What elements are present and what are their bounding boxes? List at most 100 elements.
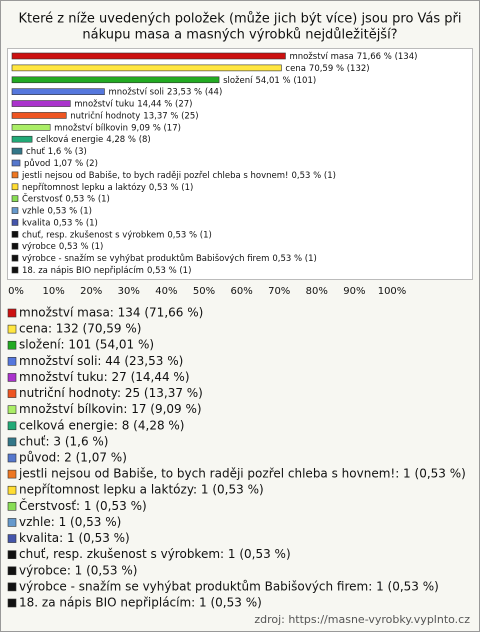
category-label: celková energie [36,135,103,145]
legend-swatch [7,469,17,479]
legend-label: nutriční hodnoty: 25 (13,37 %) [19,386,203,400]
legend-swatch [7,518,17,527]
bar [11,88,105,95]
category-label: množství bílkovin [54,123,128,133]
value-label: 0,53 % (1) [291,170,335,180]
bar [11,266,19,274]
value-label: 13,37 % (25) [143,111,198,121]
value-label: 1,07 % (2) [53,159,97,169]
legend-swatch [7,534,17,543]
bar-label: kvalita 0,53 % (1) [22,218,98,228]
bar-label: 18. za nápis BIO nepřiplácím 0,53 % (1) [22,266,191,276]
legend-label: celková energie: 8 (4,28 %) [19,418,184,432]
bar [11,76,220,84]
legend-swatch [7,485,17,495]
x-tick-label: 50% [193,286,215,297]
x-tick-label: 60% [230,286,252,297]
bar [11,195,19,202]
bar-label: chuť, resp. zkušenost s výrobkem 0,53 % (… [22,229,212,240]
x-tick-label: 40% [155,286,177,297]
category-label: chuť [26,147,45,157]
bar-label: nepřítomnost lepku a laktózy 0,53 % (1) [22,181,193,192]
x-tick-label: 90% [343,286,365,297]
legend-label: vzhle: 1 (0,53 %) [19,515,121,529]
legend-label: chuť: 3 (1,6 %) [19,434,108,448]
legend-swatch [7,405,17,414]
category-label: cena [285,63,306,73]
bar-label: složení 54,01 % (101) [223,75,316,85]
legend-label: výrobce: 1 (0,53 %) [19,563,137,577]
bar [11,254,19,262]
bar [11,183,19,191]
bar [11,64,282,72]
legend-label: Čerstvosť: 1 (0,53 %) [19,498,147,513]
category-label: jestli nejsou od Babiše, to bych raději … [21,169,288,180]
value-label: 0,53 % (1) [53,218,97,228]
legend-swatch [7,389,17,398]
legend-label: kvalita: 1 (0,53 %) [19,531,130,545]
legend-swatch [7,437,17,447]
value-label: 9,09 % (17) [131,123,181,133]
bar [11,231,19,238]
x-tick-label: 100% [378,286,407,297]
legend-label: jestli nejsou od Babiše, to bych raději … [18,467,466,481]
bar-label: množství bílkovin 9,09 % (17) [54,123,181,133]
legend-swatch [7,324,17,334]
value-label: 4,28 % (8) [106,135,150,145]
legend-label: chuť, resp. zkušenost s výrobkem: 1 (0,5… [19,547,291,561]
value-label: 54,01 % (101) [256,75,317,85]
bar-label: Čerstvosť 0,53 % (1) [22,192,110,204]
bar-label: chuť 1,6 % (3) [26,147,87,157]
value-label: 0,53 % (1) [167,230,211,240]
value-label: 70,59 % (132) [309,63,370,73]
bar-label: původ 1,07 % (2) [24,158,98,169]
value-label: 71,66 % (134) [357,52,418,62]
bar [11,207,19,214]
legend-swatch [7,453,17,463]
bar [11,171,19,179]
bar-label: výrobce 0,53 % (1) [22,242,103,252]
legend-label: množství bílkovin: 17 (9,09 %) [19,402,202,416]
category-label: množství soli [108,87,164,97]
legend-label: množství soli: 44 (23,53 %) [19,354,183,368]
value-label: 0,53 % (1) [272,254,316,264]
x-tick-label: 0% [8,286,24,297]
category-label: množství tuku [74,99,134,109]
category-label: chuť, resp. zkušenost s výrobkem [22,229,164,240]
value-label: 0,53 % (1) [149,182,193,192]
category-label: kvalita [22,218,50,228]
value-label: 14,44 % (27) [137,99,192,109]
legend-swatch [7,566,17,576]
legend-label: původ: 2 (1,07 %) [19,451,127,465]
bar-label: nutriční hodnoty 13,37 % (25) [70,110,198,121]
plot-area [7,48,473,280]
category-label: 18. za nápis BIO nepřiplácím [22,266,144,276]
legend-swatch [7,582,17,592]
bar-label: vzhle 0,53 % (1) [22,206,92,216]
bar [11,52,286,60]
legend-swatch [7,598,17,608]
legend-swatch [7,357,17,366]
chart-title: nákupu masa a masných výrobků nejdůležit… [82,28,397,43]
bar [11,112,67,119]
legend-swatch [7,340,17,350]
bar [11,147,23,155]
value-label: 0,53 % (1) [147,266,191,276]
legend-label: výrobce - snažím se vyhýbat produktům Ba… [19,579,439,593]
legend-swatch [7,421,17,431]
value-label: 1,6 % (3) [48,147,87,157]
chart-title: Které z níže uvedených položek (může jic… [18,12,461,27]
bar-label: cena 70,59 % (132) [285,63,369,73]
legend-swatch [7,550,17,559]
bar-label: množství tuku 14,44 % (27) [74,99,192,109]
value-label: 0,53 % (1) [59,242,103,252]
bar-label: množství masa 71,66 % (134) [289,52,417,62]
legend-label: cena: 132 (70,59 %) [19,322,141,336]
category-label: výrobce [22,242,56,252]
value-label: 0,53 % (1) [65,194,109,204]
bar-label: jestli nejsou od Babiše, to bych raději … [21,169,336,180]
value-label: 0,53 % (1) [47,206,91,216]
category-label: nutriční hodnoty [70,110,140,121]
bar-label: celková energie 4,28 % (8) [36,135,151,145]
